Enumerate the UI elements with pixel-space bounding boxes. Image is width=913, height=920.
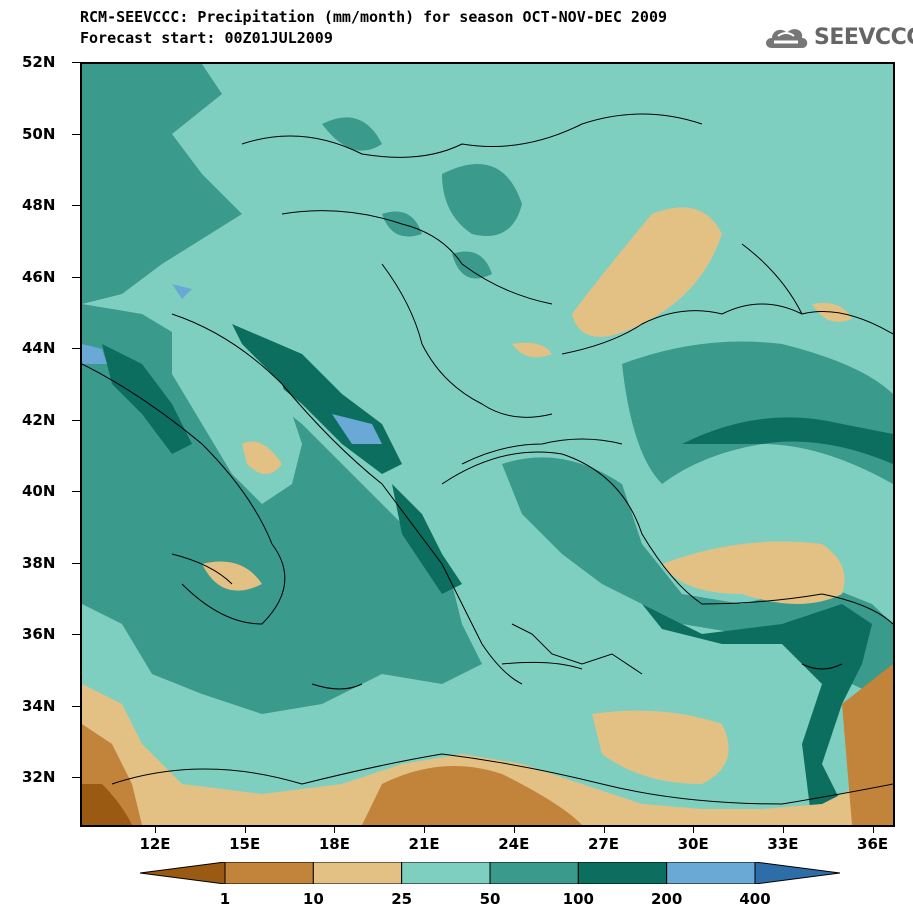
lat-label: 52N bbox=[22, 53, 56, 71]
colorbar-label: 200 bbox=[651, 890, 683, 908]
lon-label: 18E bbox=[318, 835, 350, 853]
precipitation-map bbox=[80, 62, 895, 827]
lat-tick bbox=[72, 348, 80, 349]
lat-tick bbox=[72, 419, 80, 421]
lat-label: 50N bbox=[22, 124, 56, 143]
lat-label: 42N bbox=[22, 410, 56, 429]
colorbar-label: 25 bbox=[391, 890, 413, 908]
colorbar-segment bbox=[224, 861, 314, 885]
colorbar-segment bbox=[401, 861, 491, 885]
lat-tick bbox=[72, 562, 80, 564]
cloud-icon bbox=[766, 29, 808, 48]
lat-label: 34N bbox=[22, 696, 56, 715]
lon-tick bbox=[872, 827, 874, 833]
colorbar-label: 50 bbox=[479, 890, 501, 908]
lat-label: 36N bbox=[22, 625, 56, 643]
lon-label: 12E bbox=[139, 835, 171, 853]
lat-tick bbox=[72, 133, 80, 135]
colorbar-label: 1 bbox=[219, 890, 231, 908]
lat-tick bbox=[72, 705, 80, 707]
lon-tick bbox=[603, 827, 605, 833]
colorbar-segment bbox=[666, 861, 756, 885]
lat-label: 48N bbox=[22, 196, 56, 214]
colorbar-segment bbox=[139, 861, 226, 885]
lat-tick bbox=[72, 634, 80, 635]
lon-tick bbox=[513, 827, 515, 833]
lon-tick bbox=[334, 827, 336, 833]
lat-label: 32N bbox=[22, 768, 56, 786]
lat-label: 44N bbox=[22, 339, 56, 357]
lat-tick bbox=[72, 276, 80, 278]
lat-tick bbox=[72, 62, 80, 63]
lon-tick bbox=[155, 827, 156, 833]
colorbar-segment bbox=[754, 861, 841, 885]
lon-tick bbox=[424, 827, 426, 833]
lat-tick bbox=[72, 777, 80, 778]
lat-tick bbox=[72, 205, 80, 206]
map-title: RCM-SEEVCCC: Precipitation (mm/month) fo… bbox=[80, 8, 667, 26]
lon-label: 15E bbox=[229, 835, 261, 853]
colorbar-segment bbox=[489, 861, 579, 885]
lon-label: 21E bbox=[408, 835, 440, 853]
colorbar-label: 100 bbox=[562, 890, 594, 908]
colorbar bbox=[139, 861, 841, 885]
colorbar-label: 400 bbox=[739, 890, 771, 908]
colorbar-segment bbox=[312, 861, 403, 885]
lat-label: 38N bbox=[22, 553, 56, 572]
lat-label: 40N bbox=[22, 482, 56, 500]
colorbar-segment bbox=[577, 861, 668, 885]
lon-label: 33E bbox=[767, 835, 799, 853]
colorbar-label: 10 bbox=[302, 890, 324, 908]
lon-tick bbox=[782, 827, 784, 833]
lon-tick bbox=[693, 827, 695, 833]
forecast-start: Forecast start: 00Z01JUL2009 bbox=[80, 29, 333, 47]
seevccc-logo: SEEVCCC bbox=[762, 22, 913, 52]
lat-tick bbox=[72, 491, 80, 492]
lon-tick bbox=[244, 827, 246, 833]
lon-label: 24E bbox=[498, 835, 530, 853]
lon-label: 36E bbox=[857, 835, 889, 853]
lat-label: 46N bbox=[22, 267, 56, 286]
lon-label: 27E bbox=[587, 835, 620, 853]
lon-label: 30E bbox=[677, 835, 709, 853]
logo-text: SEEVCCC bbox=[814, 24, 913, 50]
